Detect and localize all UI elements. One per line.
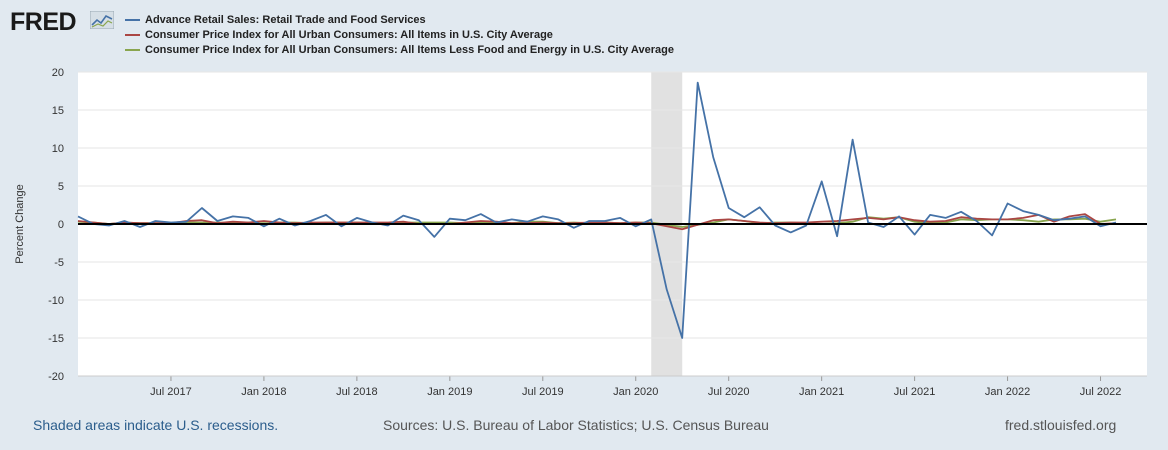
site-link[interactable]: fred.stlouisfed.org [1005,417,1117,433]
series-line-0 [77,81,1117,339]
legend-item-cpi-all[interactable]: Consumer Price Index for All Urban Consu… [125,27,674,42]
legend-item-retail-sales[interactable]: Advance Retail Sales: Retail Trade and F… [125,12,674,27]
x-tick-label: Jul 2022 [1080,386,1122,398]
y-tick-label: -20 [48,371,64,383]
legend-swatch-cpi-all [125,33,140,36]
x-tick-label: Jan 2018 [241,386,286,398]
y-tick-label: 0 [58,219,64,231]
y-tick-label: -10 [48,295,64,307]
x-tick-label: Jul 2019 [522,386,564,398]
fred-logo[interactable]: FRED [10,8,77,36]
y-axis-label: Percent Change [14,184,26,264]
legend-label-cpi-all: Consumer Price Index for All Urban Consu… [145,28,553,41]
recession-note: Shaded areas indicate U.S. recessions. [33,417,279,433]
x-tick-label: Jul 2018 [336,386,378,398]
x-tick-label: Jan 2020 [613,386,658,398]
legend-label-cpi-core: Consumer Price Index for All Urban Consu… [145,43,674,56]
y-tick-label: 5 [58,181,64,193]
y-tick-label: 10 [52,143,64,155]
y-tick-label: 15 [52,105,64,117]
chart-legend: Advance Retail Sales: Retail Trade and F… [125,12,674,57]
x-tick-label: Jul 2020 [708,386,750,398]
sources-text: Sources: U.S. Bureau of Labor Statistics… [383,417,769,433]
legend-swatch-cpi-core [125,48,140,51]
legend-label-retail-sales: Advance Retail Sales: Retail Trade and F… [145,13,426,26]
x-tick-label: Jul 2017 [150,386,192,398]
x-tick-label: Jul 2021 [894,386,936,398]
x-tick-label: Jan 2022 [985,386,1030,398]
legend-swatch-retail-sales [125,18,140,21]
x-tick-label: Jan 2021 [799,386,844,398]
x-tick-label: Jan 2019 [427,386,472,398]
legend-item-cpi-core[interactable]: Consumer Price Index for All Urban Consu… [125,42,674,57]
y-tick-label: -5 [54,257,64,269]
y-tick-label: -15 [48,333,64,345]
y-tick-label: 20 [52,67,64,79]
series-line-1 [77,213,1117,231]
fred-graph-icon [90,11,114,29]
